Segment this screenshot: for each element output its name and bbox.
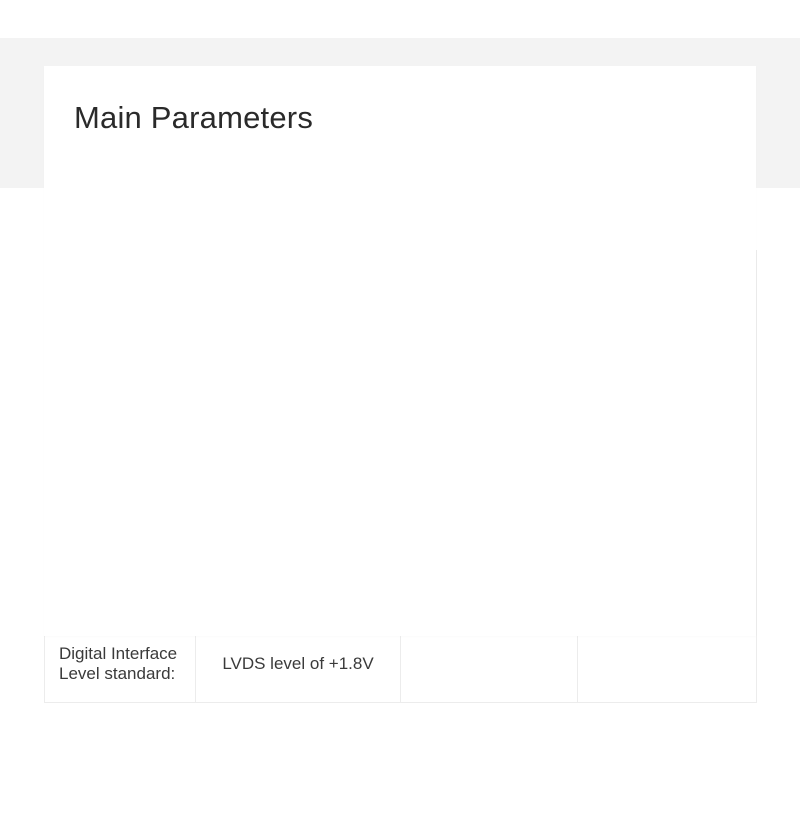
param-label: Digital Interface Level standard:: [45, 626, 196, 703]
param-label: [401, 626, 578, 703]
table-row: Digital Interface Level standard: LVDS l…: [45, 626, 757, 703]
header-band: Main Parameters: [0, 38, 800, 188]
page-title: Main Parameters: [74, 100, 726, 136]
param-value: LVDS level of +1.8V: [196, 626, 401, 703]
title-card: Main Parameters: [44, 66, 756, 636]
param-value: [578, 626, 757, 703]
